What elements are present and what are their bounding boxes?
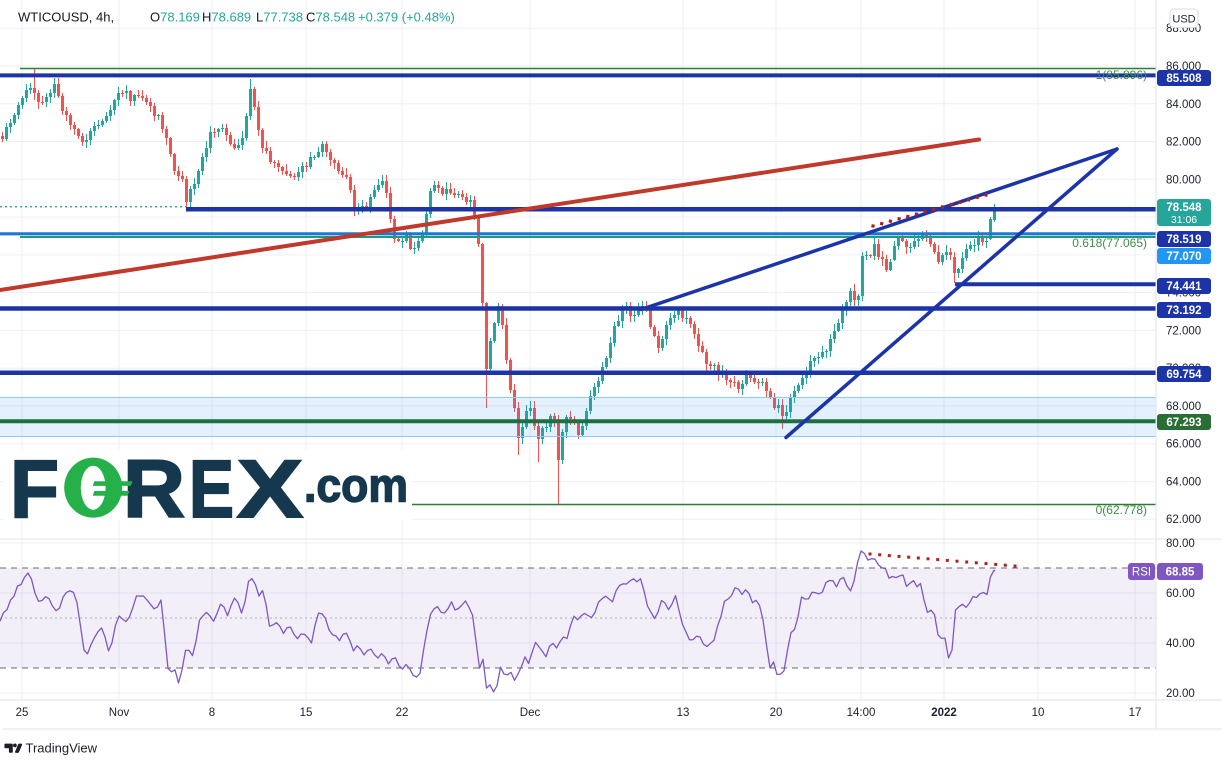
svg-text:10: 10 [1032, 707, 1045, 719]
svg-text:H78.689: H78.689 [202, 10, 251, 25]
svg-text:E: E [189, 444, 234, 535]
svg-text:TradingView: TradingView [26, 741, 98, 756]
svg-text:15: 15 [300, 707, 313, 719]
svg-text:20.00: 20.00 [1166, 688, 1195, 700]
svg-text:78.519: 78.519 [1166, 234, 1201, 246]
svg-text:60.00: 60.00 [1166, 588, 1195, 600]
svg-text:80.000: 80.000 [1166, 174, 1201, 186]
svg-text:RSI: RSI [1132, 567, 1151, 579]
svg-text:13: 13 [677, 707, 690, 719]
svg-text:L77.738: L77.738 [256, 10, 303, 25]
svg-text:X: X [237, 444, 303, 535]
svg-text:72.000: 72.000 [1166, 325, 1201, 337]
svg-text:USD: USD [1172, 14, 1195, 26]
svg-text:8: 8 [209, 707, 215, 719]
svg-text:25: 25 [16, 707, 29, 719]
svg-text:.com: .com [304, 459, 408, 512]
svg-text:Dec: Dec [520, 707, 541, 719]
svg-text:66.000: 66.000 [1166, 439, 1201, 451]
svg-text:14:00: 14:00 [847, 707, 876, 719]
svg-text:17: 17 [1129, 707, 1142, 719]
svg-text:2022: 2022 [931, 707, 957, 719]
svg-text:Nov: Nov [109, 707, 130, 719]
svg-text:73.192: 73.192 [1166, 305, 1201, 317]
svg-text:0(62.778): 0(62.778) [1096, 503, 1147, 517]
svg-text:85.508: 85.508 [1166, 73, 1202, 85]
svg-text:80.00: 80.00 [1166, 538, 1195, 550]
svg-text:67.293: 67.293 [1166, 417, 1201, 429]
svg-text:+0.379 (+0.48%): +0.379 (+0.48%) [358, 10, 455, 25]
svg-text:40.00: 40.00 [1166, 638, 1195, 650]
svg-text:WTICOUSD, 4h,: WTICOUSD, 4h, [18, 10, 114, 25]
svg-text:74.441: 74.441 [1166, 281, 1202, 293]
svg-text:64.000: 64.000 [1166, 477, 1201, 489]
svg-text:O78.169: O78.169 [150, 10, 200, 25]
svg-text:22: 22 [396, 707, 409, 719]
svg-text:77.070: 77.070 [1166, 251, 1201, 263]
svg-text:78.548: 78.548 [1166, 202, 1202, 214]
svg-text:82.000: 82.000 [1166, 137, 1201, 149]
svg-text:68.000: 68.000 [1166, 401, 1201, 413]
svg-text:0.618(77.065): 0.618(77.065) [1072, 236, 1147, 250]
svg-text:31:06: 31:06 [1171, 214, 1197, 226]
svg-text:C78.548: C78.548 [306, 10, 355, 25]
svg-text:F: F [10, 444, 59, 535]
svg-text:R: R [123, 444, 185, 535]
svg-text:69.754: 69.754 [1166, 369, 1202, 381]
svg-text:1(85.896): 1(85.896) [1096, 68, 1147, 82]
svg-text:20: 20 [770, 707, 783, 719]
svg-text:68.85: 68.85 [1166, 567, 1195, 579]
svg-text:62.000: 62.000 [1166, 514, 1201, 526]
svg-text:84.000: 84.000 [1166, 99, 1201, 111]
